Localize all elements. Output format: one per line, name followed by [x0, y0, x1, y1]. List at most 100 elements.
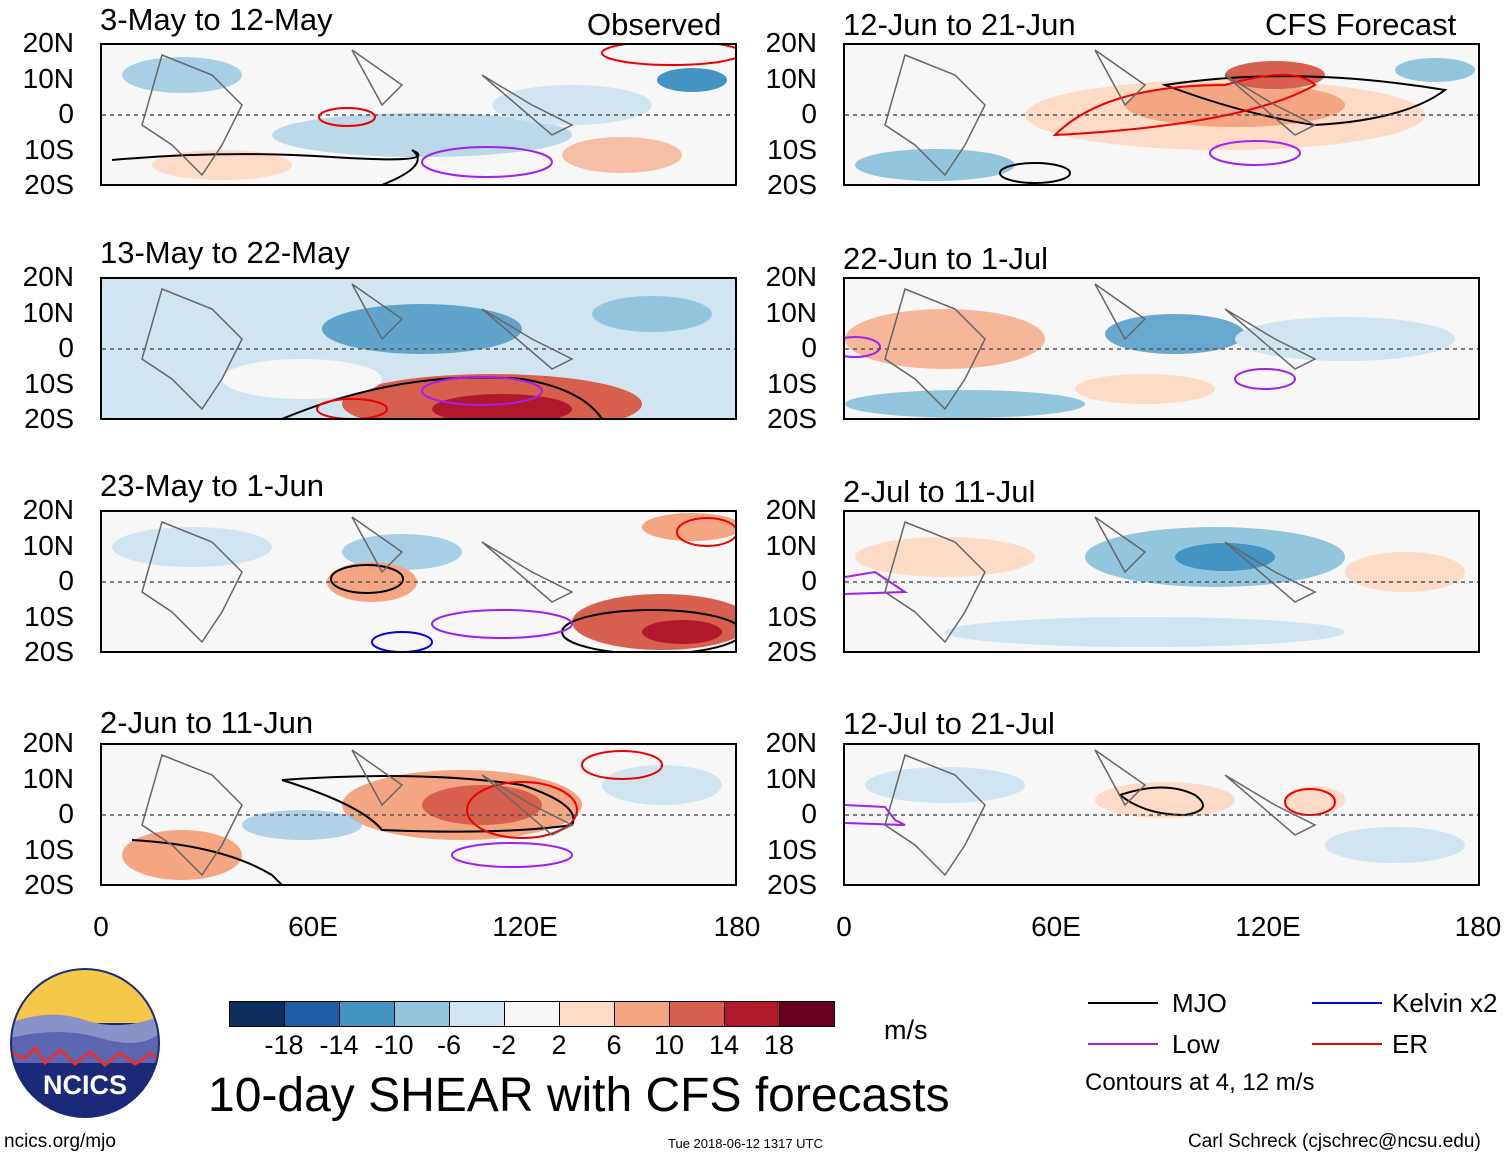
footer-url: ncics.org/mjo — [4, 1131, 116, 1152]
lat-label-left-1-0: 20N — [22, 27, 74, 58]
lat-label-left-2-2: 0 — [58, 332, 74, 363]
lat-label-left-3-0: 20N — [22, 494, 74, 525]
lat-label-right-1-1: 10N — [765, 62, 817, 94]
colorbar-swatch — [449, 1001, 505, 1027]
panel-title-fc-4: 12-Jul to 21-Jul — [843, 706, 1055, 741]
lat-label-left-3-3: 10S — [24, 600, 74, 632]
lat-label-right-2-1: 10N — [765, 296, 817, 328]
colorbar-swatch — [669, 1001, 725, 1027]
colorbar-tick-label: 6 — [606, 1030, 622, 1060]
lat-label-left-3-4: 20S — [24, 636, 74, 667]
lat-label-left-1-3: 10S — [24, 133, 74, 165]
lat-label-left-4-0: 20N — [22, 727, 74, 758]
lat-label-right-3-1: 10N — [765, 529, 817, 561]
colorbar-tick-label: 18 — [763, 1030, 795, 1060]
footer-timestamp: Tue 2018-06-12 1317 UTC — [668, 1136, 823, 1151]
colorbar-tick-label: 10 — [653, 1030, 685, 1060]
lat-label-right-4-2: 0 — [801, 798, 817, 829]
colorbar-swatch — [339, 1001, 395, 1027]
map-panel-obs-3 — [100, 510, 737, 653]
panel-title-obs-2: 13-May to 22-May — [100, 235, 350, 270]
legend-note: Contours at 4, 12 m/s — [1085, 1069, 1315, 1096]
lat-label-left-4-3: 10S — [24, 833, 74, 865]
colorbar-swatch — [229, 1001, 285, 1027]
legend-label-er: ER — [1392, 1029, 1429, 1059]
legend-line-mjo — [1088, 1002, 1158, 1004]
map-panel-fc-1 — [843, 43, 1480, 186]
lat-label-left-4-4: 20S — [24, 869, 74, 900]
colorbar-tick-label: -2 — [491, 1030, 516, 1060]
lon-label-60e-right: 60E — [1031, 911, 1081, 942]
colorbar-unit: m/s — [884, 1015, 928, 1045]
panel-title-fc-3: 2-Jul to 11-Jul — [843, 474, 1036, 509]
panel-title-fc-2: 22-Jun to 1-Jul — [843, 241, 1049, 276]
lat-label-right-3-3: 10S — [767, 600, 817, 632]
colorbar-swatch — [394, 1001, 450, 1027]
colorbar-tick-label: -6 — [436, 1030, 461, 1060]
lat-label-right-1-4: 20S — [767, 169, 817, 200]
colorbar-swatch — [614, 1001, 670, 1027]
lat-label-right-1-0: 20N — [765, 27, 817, 58]
lat-label-right-3-2: 0 — [801, 565, 817, 596]
lat-label-right-4-0: 20N — [765, 727, 817, 758]
lat-label-left-2-4: 20S — [24, 403, 74, 434]
panel-title-obs-4: 2-Jun to 11-Jun — [100, 705, 314, 740]
panel-title-fc-1: 12-Jun to 21-Jun — [843, 7, 1076, 42]
lat-label-left-3-2: 0 — [58, 565, 74, 596]
lat-label-right-4-4: 20S — [767, 869, 817, 900]
colorbar-swatch — [724, 1001, 780, 1027]
colorbar-tick-label: -10 — [374, 1030, 414, 1060]
legend-line-low — [1088, 1043, 1158, 1045]
colorbar-swatch — [779, 1001, 835, 1027]
ncics-logo: NCICS — [10, 968, 160, 1118]
lat-label-left-1-1: 10N — [22, 62, 74, 94]
lat-label-right-4-3: 10S — [767, 833, 817, 865]
lat-label-left-4-1: 10N — [22, 762, 74, 794]
lat-label-right-1-3: 10S — [767, 133, 817, 165]
map-panel-obs-1 — [100, 43, 737, 186]
map-panel-fc-2 — [843, 277, 1480, 420]
lat-label-right-2-4: 20S — [767, 403, 817, 434]
lat-label-right-2-3: 10S — [767, 367, 817, 399]
colorbar-swatch — [504, 1001, 560, 1027]
main-title: 10-day SHEAR with CFS forecasts — [208, 1069, 950, 1122]
legend-line-kelvin — [1312, 1002, 1382, 1004]
lat-label-right-3-4: 20S — [767, 636, 817, 667]
map-panel-fc-3 — [843, 510, 1480, 653]
lat-label-right-3-0: 20N — [765, 494, 817, 525]
forecast-header: CFS Forecast — [1265, 7, 1457, 42]
colorbar-tick-label: 14 — [708, 1030, 740, 1060]
colorbar-tick-label: -18 — [264, 1030, 304, 1060]
footer-author: Carl Schreck (cjschrec@ncsu.edu) — [1188, 1131, 1481, 1152]
lat-label-left-1-4: 20S — [24, 169, 74, 200]
map-panel-obs-4 — [100, 743, 737, 886]
legend-label-kelvin: Kelvin x2 — [1392, 988, 1498, 1018]
lat-label-left-1-2: 0 — [58, 98, 74, 129]
lat-label-left-2-3: 10S — [24, 367, 74, 399]
legend-label-mjo: MJO — [1172, 988, 1227, 1018]
colorbar-swatch — [284, 1001, 340, 1027]
lon-label-0-left: 0 — [93, 911, 109, 942]
colorbar-tick-label: 2 — [551, 1030, 567, 1060]
lat-label-left-2-1: 10N — [22, 296, 74, 328]
observed-header: Observed — [587, 7, 722, 42]
colorbar-swatch — [559, 1001, 615, 1027]
lat-label-left-4-2: 0 — [58, 798, 74, 829]
lat-label-right-2-0: 20N — [765, 261, 817, 292]
lat-label-left-3-1: 10N — [22, 529, 74, 561]
lon-label-120e-left: 120E — [492, 911, 558, 942]
logo-text: NCICS — [42, 1070, 127, 1100]
lat-label-right-4-1: 10N — [765, 762, 817, 794]
lon-label-0-right: 0 — [836, 911, 852, 942]
lon-label-60e-left: 60E — [288, 911, 338, 942]
legend-line-er — [1312, 1043, 1382, 1045]
panel-title-obs-1: 3-May to 12-May — [100, 2, 333, 37]
lat-label-right-1-2: 0 — [801, 98, 817, 129]
lat-label-right-2-2: 0 — [801, 332, 817, 363]
panel-title-obs-3: 23-May to 1-Jun — [100, 468, 324, 503]
lon-label-120e-right: 120E — [1235, 911, 1301, 942]
lon-label-180-right: 180 — [1454, 911, 1502, 942]
colorbar-tick-label: -14 — [319, 1030, 359, 1060]
legend-label-low: Low — [1172, 1029, 1220, 1059]
lat-label-left-2-0: 20N — [22, 261, 74, 292]
